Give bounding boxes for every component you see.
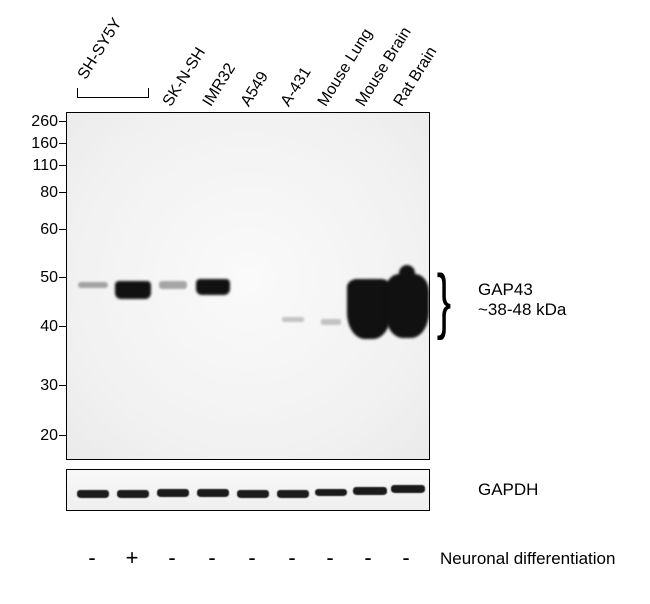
gapdh-band [391, 485, 425, 493]
tick [59, 192, 66, 193]
lane-label-a549: A549 [238, 69, 273, 110]
diff-6: - [320, 545, 340, 571]
gapdh-band [353, 487, 387, 495]
gapdh-label: GAPDH [478, 480, 538, 500]
diff-0: - [82, 545, 102, 571]
diff-5: - [282, 545, 302, 571]
band-lane8-tip [399, 265, 415, 279]
gapdh-band [197, 489, 229, 497]
band-lane2 [159, 281, 187, 289]
gapdh-band [117, 490, 149, 498]
tick [59, 435, 66, 436]
band-lane3 [196, 279, 230, 295]
mw-60: 60 [18, 221, 58, 239]
mw-20: 20 [18, 427, 58, 445]
gapdh-band [237, 490, 269, 498]
mw-40: 40 [18, 318, 58, 336]
mw-30: 30 [18, 377, 58, 395]
diff-2: - [162, 545, 182, 571]
tick [59, 277, 66, 278]
gapdh-band [77, 490, 109, 498]
brace-icon: } [437, 265, 451, 337]
lane-label-a431: A-431 [278, 64, 316, 110]
tick [59, 143, 66, 144]
target-label: GAP43 [478, 280, 533, 300]
tick [59, 165, 66, 166]
mw-50: 50 [18, 269, 58, 287]
band-lane1 [115, 281, 151, 299]
diff-row-label: Neuronal differentiation [440, 549, 615, 569]
mw-260: 260 [18, 113, 58, 131]
main-blot-panel [66, 112, 430, 460]
lane-label-shsy5y: SH-SY5Y [75, 15, 127, 83]
band-lane5 [282, 317, 304, 322]
target-mw: ~38-48 kDa [478, 300, 566, 320]
band-lane6 [321, 319, 341, 325]
diff-8: - [396, 545, 416, 571]
tick [59, 121, 66, 122]
mw-80: 80 [18, 184, 58, 202]
mw-160: 160 [18, 135, 58, 153]
gapdh-panel [66, 469, 430, 511]
diff-1: + [122, 545, 142, 571]
tick [59, 229, 66, 230]
gapdh-band [315, 489, 347, 496]
diff-7: - [358, 545, 378, 571]
mw-110: 110 [18, 157, 58, 175]
gapdh-band [277, 490, 309, 498]
lane-label-imr32: IMR32 [200, 60, 240, 110]
tick [59, 385, 66, 386]
gapdh-band [157, 489, 189, 497]
diff-4: - [242, 545, 262, 571]
shsy5y-bracket [77, 88, 149, 98]
figure-root: 260 160 110 80 60 50 40 30 20 SH-SY5Y SK… [0, 0, 650, 604]
tick [59, 326, 66, 327]
band-lane8 [385, 274, 429, 338]
diff-3: - [202, 545, 222, 571]
band-lane0 [78, 282, 108, 288]
